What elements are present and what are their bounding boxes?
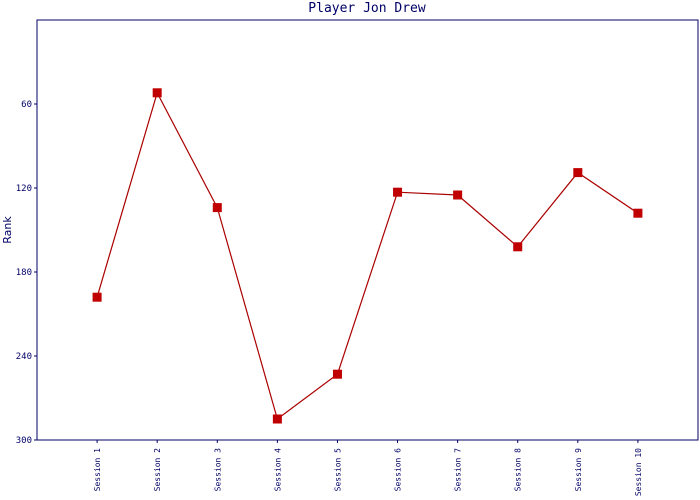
point-marker xyxy=(393,187,403,197)
x-tick-label: Session 9 xyxy=(574,448,583,492)
x-tick-label: Session 4 xyxy=(273,448,282,492)
x-tick-label: Session 2 xyxy=(153,448,162,492)
x-tick-label: Session 7 xyxy=(454,448,463,492)
plot-frame xyxy=(36,19,699,441)
point-marker xyxy=(633,208,643,218)
point-marker xyxy=(573,168,583,178)
point-marker xyxy=(453,190,463,200)
y-axis-label: Rank xyxy=(1,216,14,244)
point-marker xyxy=(272,414,282,424)
y-tick-label: 300 xyxy=(16,436,32,446)
x-tick-label: Session 10 xyxy=(634,448,643,496)
x-tick-label: Session 3 xyxy=(213,448,222,492)
point-marker xyxy=(152,88,162,98)
series-line xyxy=(96,91,639,421)
y-tick-label: 60 xyxy=(21,100,32,110)
x-tick-label: Session 8 xyxy=(514,448,523,492)
y-tick-label: 240 xyxy=(16,352,32,362)
point-marker xyxy=(513,242,523,252)
point-marker xyxy=(92,292,102,302)
x-tick-label: Session 6 xyxy=(394,448,403,492)
point-marker xyxy=(212,203,222,213)
point-marker xyxy=(332,369,342,379)
y-tick-label: 180 xyxy=(16,268,32,278)
x-tick-label: Session 5 xyxy=(333,448,342,492)
y-tick-label: 120 xyxy=(16,184,32,194)
x-tick-label: Session 1 xyxy=(93,448,102,492)
chart-title: Player Jon Drew xyxy=(308,1,426,16)
